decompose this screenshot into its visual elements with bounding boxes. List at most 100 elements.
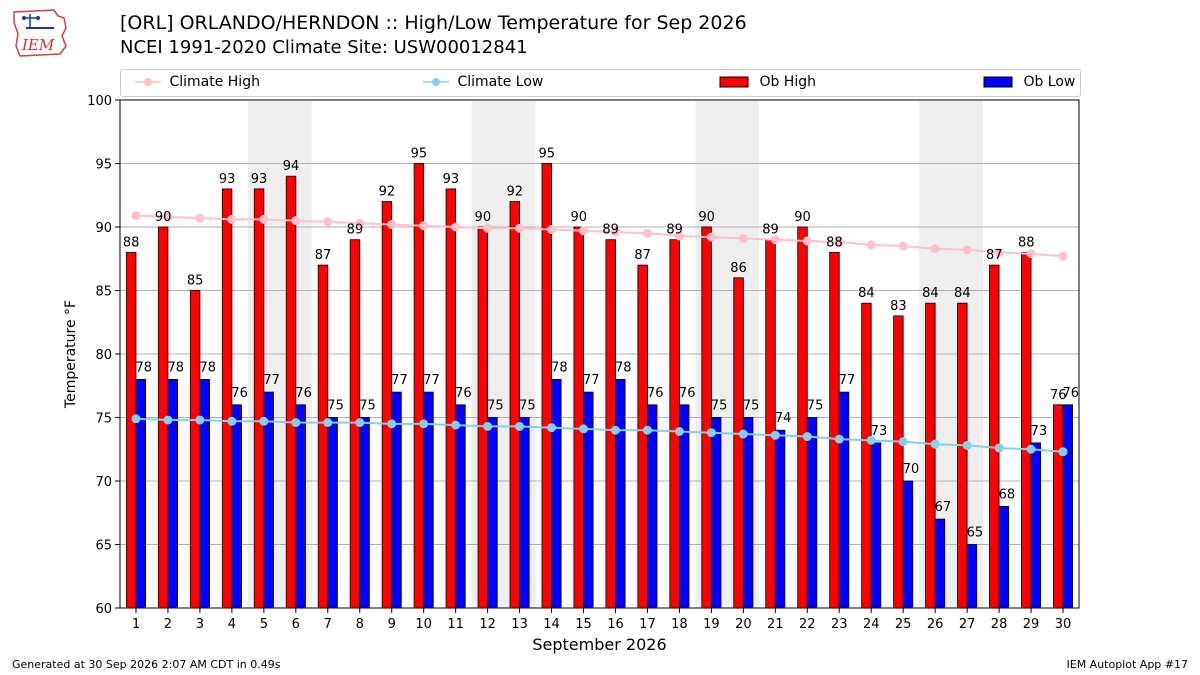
x-tick-label-14: 14	[543, 617, 560, 632]
x-tick-label-18: 18	[671, 617, 688, 632]
label-ob-high-day-23: 88	[826, 235, 843, 250]
bar-ob-high-day-19	[701, 226, 712, 609]
climate-low-point-day-12	[483, 421, 493, 431]
footer-app-label: IEM Autoplot App #17	[1066, 658, 1189, 671]
label-ob-high-day-10: 95	[411, 147, 428, 162]
label-ob-low-day-8: 75	[359, 399, 376, 414]
x-tick-label-9: 9	[388, 617, 396, 632]
bar-ob-high-day-26	[925, 302, 936, 609]
climate-high-point-day-29	[1026, 249, 1036, 259]
bar-ob-low-day-4	[231, 404, 242, 609]
label-ob-low-day-21: 74	[775, 411, 792, 426]
legend-label-climate-low: Climate Low	[457, 74, 544, 90]
climate-low-point-day-6	[291, 418, 301, 428]
bar-ob-low-day-27	[966, 544, 978, 609]
label-ob-high-day-1: 88	[123, 235, 140, 250]
label-ob-low-day-25: 70	[903, 462, 920, 477]
x-tick-label-7: 7	[324, 617, 332, 632]
legend-label-climate-high: Climate High	[169, 74, 260, 90]
label-ob-low-day-4: 76	[231, 386, 248, 401]
y-tick-label-75: 75	[95, 412, 112, 427]
label-ob-high-day-29: 88	[1018, 235, 1035, 250]
bar-ob-high-day-3	[189, 290, 201, 609]
x-tick-label-22: 22	[799, 617, 816, 632]
climate-high-point-day-20	[738, 233, 748, 243]
bar-ob-high-day-18	[669, 239, 680, 609]
climate-high-point-day-4	[227, 214, 237, 224]
bar-ob-low-day-8	[359, 417, 370, 609]
label-ob-low-day-14: 78	[551, 360, 568, 375]
bar-ob-high-day-28	[989, 264, 1000, 609]
label-ob-high-day-11: 93	[443, 172, 460, 187]
climate-high-point-day-30	[1058, 251, 1068, 261]
bar-ob-low-day-28	[998, 505, 1010, 609]
climate-low-point-day-1	[131, 414, 141, 424]
label-ob-low-day-15: 77	[583, 373, 600, 388]
climate-low-point-day-8	[355, 418, 365, 428]
label-ob-low-day-10: 77	[423, 373, 440, 388]
bar-ob-high-day-27	[957, 302, 968, 609]
bar-ob-low-day-25	[902, 480, 914, 609]
climate-high-point-day-21	[770, 235, 780, 245]
bar-ob-high-day-30	[1053, 404, 1064, 609]
label-ob-high-day-24: 84	[858, 286, 875, 301]
label-ob-high-day-28: 87	[986, 248, 1003, 263]
x-tick-label-29: 29	[1023, 617, 1040, 632]
climate-low-point-day-30	[1058, 447, 1068, 457]
y-tick-label-85: 85	[95, 285, 112, 300]
legend-item-climate-low: Climate Low	[423, 74, 543, 90]
bar-ob-low-day-21	[774, 429, 786, 609]
footer-generated: Generated at 30 Sep 2026 2:07 AM CDT in …	[12, 658, 281, 671]
iem-logo: IEM	[13, 9, 67, 57]
climate-high-point-day-25	[898, 241, 908, 251]
bar-ob-high-day-17	[637, 264, 648, 609]
bar-ob-low-day-14	[551, 378, 562, 609]
climate-low-point-day-16	[610, 425, 620, 435]
bar-ob-low-day-11	[455, 404, 466, 609]
legend-label-ob-high: Ob High	[759, 74, 816, 90]
logo-text: IEM	[21, 36, 55, 54]
climate-low-point-day-13	[515, 421, 525, 431]
label-ob-low-day-23: 77	[839, 373, 856, 388]
climate-high-point-day-9	[387, 219, 397, 229]
bar-ob-high-day-16	[605, 239, 616, 609]
legend-label-ob-low: Ob Low	[1023, 74, 1076, 90]
bar-ob-low-day-26	[934, 518, 946, 609]
label-ob-low-day-24: 73	[871, 424, 888, 439]
climate-high-point-day-13	[515, 223, 525, 233]
legend-item-climate-high: Climate High	[135, 74, 260, 90]
climate-high-point-day-22	[802, 236, 812, 246]
label-ob-high-day-26: 84	[922, 286, 939, 301]
climate-high-point-day-12	[483, 223, 493, 233]
label-ob-high-day-5: 93	[251, 172, 268, 187]
climate-low-point-day-7	[323, 418, 333, 428]
bar-ob-low-day-12	[487, 417, 498, 609]
label-ob-high-day-25: 83	[890, 299, 907, 314]
x-tick-label-11: 11	[447, 617, 464, 632]
climate-low-point-day-19	[706, 428, 716, 438]
x-tick-label-20: 20	[735, 617, 752, 632]
y-tick-label-65: 65	[95, 539, 112, 554]
label-ob-high-day-19: 90	[698, 210, 715, 225]
y-tick-label-80: 80	[95, 348, 112, 363]
climate-low-point-day-9	[387, 419, 397, 429]
climate-low-point-day-10	[419, 419, 429, 429]
x-tick-label-15: 15	[575, 617, 592, 632]
bar-ob-high-day-1	[125, 251, 137, 609]
label-ob-high-day-30: 76	[1050, 388, 1067, 403]
x-tick-label-23: 23	[831, 617, 848, 632]
climate-high-point-day-15	[579, 226, 589, 236]
label-ob-high-day-8: 89	[347, 223, 364, 238]
label-ob-low-day-22: 75	[807, 399, 824, 414]
bar-ob-low-day-30	[1062, 404, 1074, 609]
x-tick-label-30: 30	[1055, 617, 1072, 632]
label-ob-high-day-20: 86	[730, 261, 747, 276]
bar-ob-low-day-16	[615, 378, 626, 609]
x-tick-label-2: 2	[164, 617, 172, 632]
bar-ob-low-day-7	[327, 417, 338, 609]
x-axis-title: September 2026	[532, 635, 666, 654]
label-ob-low-day-5: 77	[263, 373, 280, 388]
climate-low-point-day-21	[770, 430, 780, 440]
label-ob-low-day-26: 67	[935, 500, 952, 515]
y-axis-title: Temperature °F	[63, 300, 79, 409]
